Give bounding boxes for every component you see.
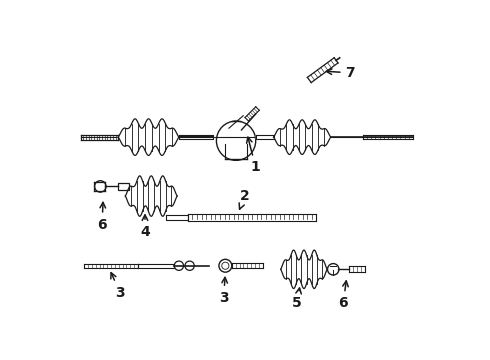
- Text: 4: 4: [140, 215, 150, 239]
- Polygon shape: [179, 135, 213, 139]
- Polygon shape: [118, 119, 179, 156]
- Text: 3: 3: [219, 277, 228, 305]
- Polygon shape: [167, 215, 188, 220]
- Bar: [118, 183, 129, 190]
- Text: 7: 7: [326, 66, 355, 80]
- Polygon shape: [125, 176, 177, 216]
- Text: 3: 3: [111, 273, 125, 300]
- Polygon shape: [273, 120, 331, 154]
- Text: 6: 6: [339, 281, 348, 310]
- Polygon shape: [256, 135, 273, 139]
- Text: 1: 1: [246, 137, 261, 175]
- Text: 6: 6: [98, 202, 107, 231]
- Text: 2: 2: [239, 189, 250, 209]
- Polygon shape: [138, 264, 173, 268]
- Polygon shape: [281, 250, 327, 289]
- Text: 5: 5: [292, 288, 302, 310]
